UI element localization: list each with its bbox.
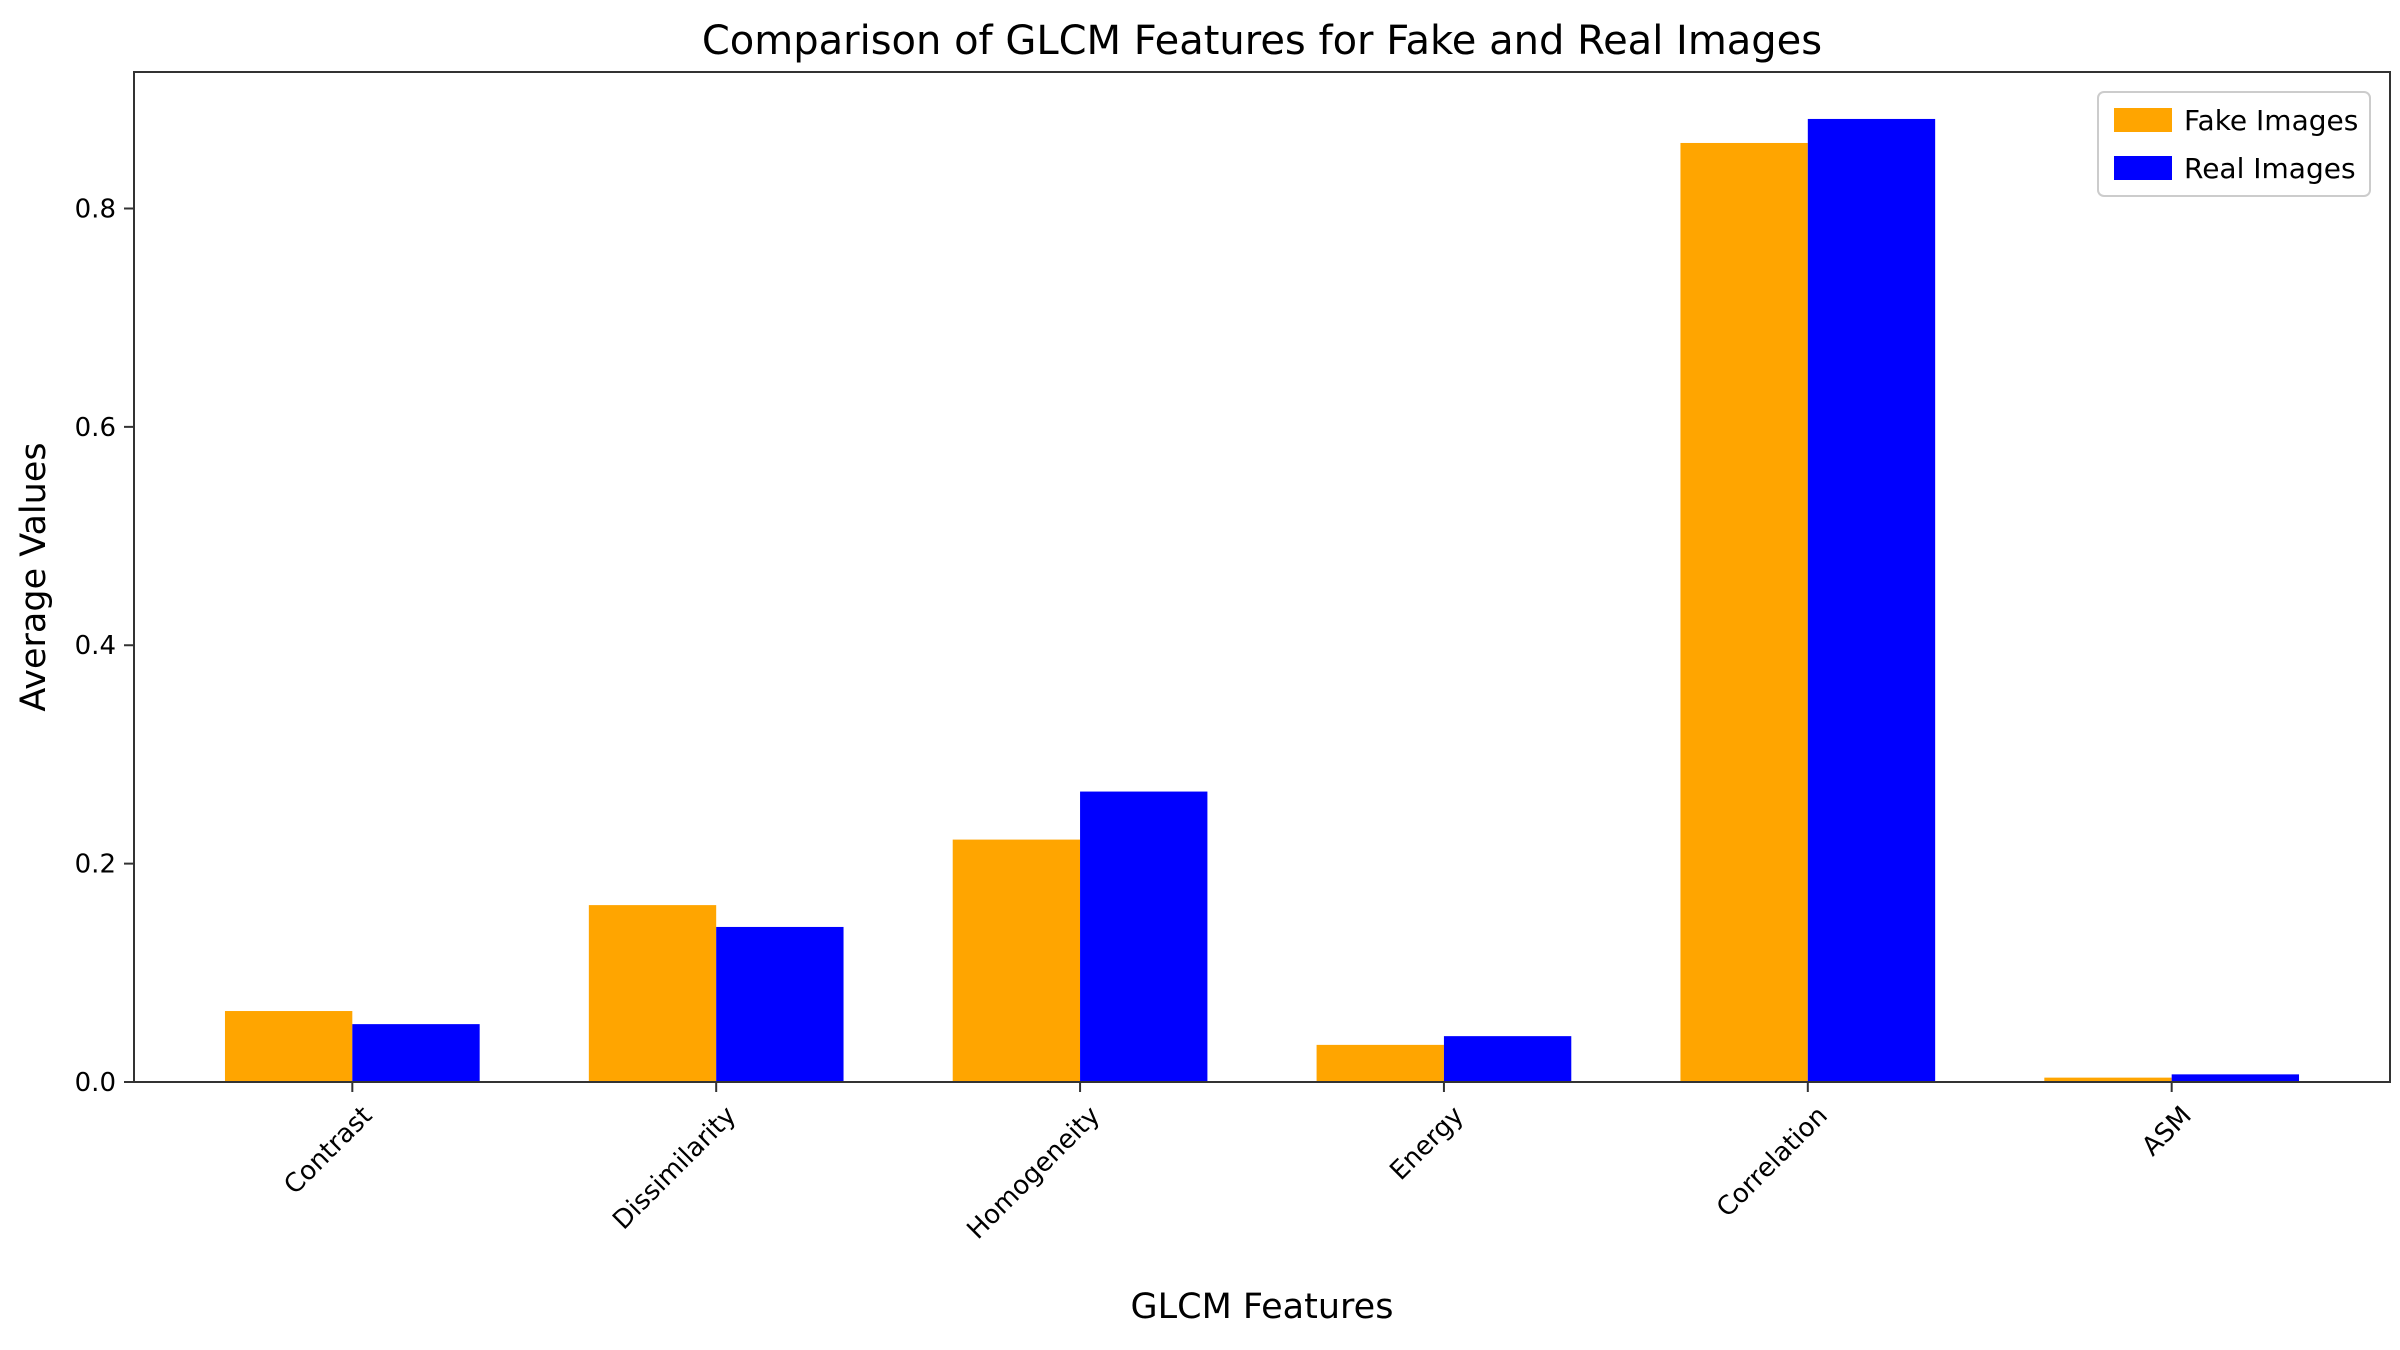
y-tick-label: 0.0: [75, 1068, 116, 1098]
bar-real-images-homogeneity: [1080, 791, 1208, 1082]
legend-label: Real Images: [2184, 152, 2356, 185]
y-axis-label: Average Values: [14, 442, 54, 711]
x-tick-label-dissimilarity: Dissimilarity: [607, 1101, 742, 1236]
x-axis-label: GLCM Features: [1131, 1287, 1394, 1327]
bar-fake-images-energy: [1316, 1044, 1444, 1082]
bar-fake-images-homogeneity: [952, 839, 1081, 1082]
bars-layer: [224, 118, 2300, 1083]
legend-swatch: [2114, 156, 2172, 180]
chart-title: Comparison of GLCM Features for Fake and…: [702, 18, 1822, 64]
bar-fake-images-contrast: [224, 1011, 353, 1082]
y-tick-label: 0.2: [75, 850, 116, 880]
axes-layer: [133, 71, 2391, 1083]
x-tick-label-asm: ASM: [2136, 1101, 2197, 1162]
bar-fake-images-dissimilarity: [588, 905, 717, 1082]
bar-real-images-correlation: [1807, 118, 1936, 1082]
y-tick-label: 0.4: [75, 631, 116, 661]
x-tick-label-energy: Energy: [1384, 1101, 1470, 1187]
x-tick-label-homogeneity: Homogeneity: [961, 1101, 1106, 1246]
legend-swatch: [2114, 108, 2172, 132]
bar-fake-images-asm: [2044, 1077, 2172, 1082]
bar-real-images-energy: [1443, 1036, 1572, 1082]
bar-real-images-dissimilarity: [716, 926, 844, 1082]
bar-real-images-asm: [2171, 1074, 2300, 1082]
x-tick-label-contrast: Contrast: [279, 1101, 379, 1201]
y-tick-label: 0.6: [75, 413, 116, 443]
plot-frame: [133, 71, 2391, 1083]
y-tick-label: 0.8: [75, 194, 116, 224]
bar-fake-images-correlation: [1680, 142, 1808, 1083]
x-tick-label-correlation: Correlation: [1711, 1101, 1834, 1224]
legend-label: Fake Images: [2184, 104, 2358, 137]
bar-real-images-contrast: [352, 1024, 480, 1082]
legend: Fake Images Real Images: [2097, 91, 2371, 197]
